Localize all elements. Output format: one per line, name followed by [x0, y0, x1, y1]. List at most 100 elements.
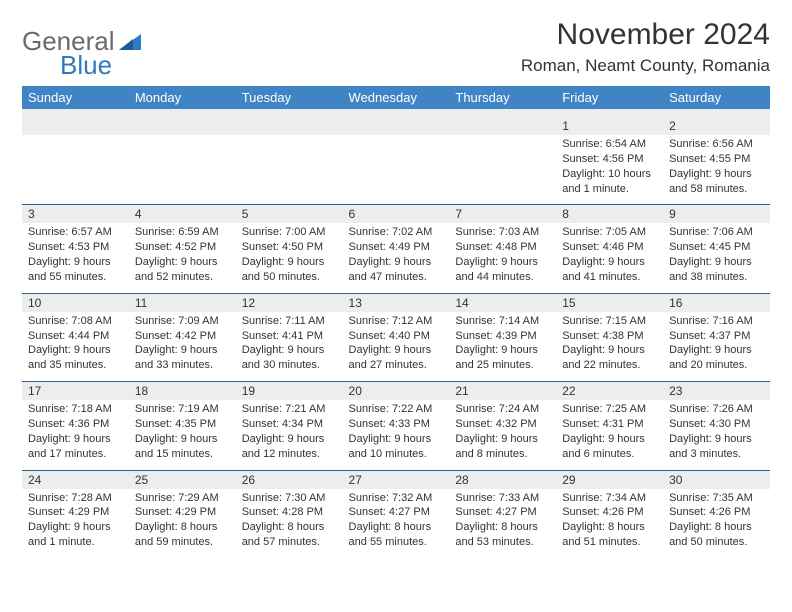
day-text-line: Daylight: 9 hours [28, 255, 123, 270]
day-text-line: Daylight: 8 hours [135, 520, 230, 535]
day-text-cell: Sunrise: 7:15 AMSunset: 4:38 PMDaylight:… [556, 312, 663, 382]
day-number-cell: 24 [22, 470, 129, 489]
day-text-line: Sunrise: 7:14 AM [455, 314, 550, 329]
day-text-line: Sunrise: 6:57 AM [28, 225, 123, 240]
daynum-row: 3456789 [22, 205, 770, 224]
day-text-line: Sunrise: 7:18 AM [28, 402, 123, 417]
day-number-cell: 18 [129, 382, 236, 401]
day-text-cell: Sunrise: 7:32 AMSunset: 4:27 PMDaylight:… [343, 489, 450, 558]
day-text-line: and 30 minutes. [242, 358, 337, 373]
day-number-cell: 30 [663, 470, 770, 489]
day-text-cell: Sunrise: 7:21 AMSunset: 4:34 PMDaylight:… [236, 400, 343, 470]
day-text-line: Sunset: 4:46 PM [562, 240, 657, 255]
day-text-line: Sunset: 4:52 PM [135, 240, 230, 255]
day-text-line: Sunrise: 7:22 AM [349, 402, 444, 417]
day-text-line: Sunrise: 6:56 AM [669, 137, 764, 152]
day-text-cell [22, 135, 129, 205]
day-text-line: Sunset: 4:27 PM [349, 505, 444, 520]
day-text-line: Sunset: 4:45 PM [669, 240, 764, 255]
day-text-cell [236, 135, 343, 205]
day-number-cell: 7 [449, 205, 556, 224]
day-number-cell: 6 [343, 205, 450, 224]
day-number-cell: 5 [236, 205, 343, 224]
day-text-cell: Sunrise: 7:05 AMSunset: 4:46 PMDaylight:… [556, 223, 663, 293]
day-text-line: Daylight: 8 hours [349, 520, 444, 535]
day-text-line: Sunrise: 7:03 AM [455, 225, 550, 240]
day-text-line: Sunrise: 7:26 AM [669, 402, 764, 417]
day-text-cell: Sunrise: 7:34 AMSunset: 4:26 PMDaylight:… [556, 489, 663, 558]
day-text-cell: Sunrise: 7:16 AMSunset: 4:37 PMDaylight:… [663, 312, 770, 382]
weekday-header: Saturday [663, 86, 770, 109]
weekday-header: Monday [129, 86, 236, 109]
day-text-row: Sunrise: 7:08 AMSunset: 4:44 PM Daylight:… [22, 312, 770, 382]
day-text-line: and 55 minutes. [349, 535, 444, 550]
day-text-line: and 33 minutes. [135, 358, 230, 373]
day-text-line: Daylight: 9 hours [242, 343, 337, 358]
day-text-cell: Sunrise: 7:19 AMSunset: 4:35 PMDaylight:… [129, 400, 236, 470]
day-text-row: Sunrise: 6:54 AMSunset: 4:56 PMDaylight:… [22, 135, 770, 205]
day-text-cell: Sunrise: 7:14 AMSunset: 4:39 PMDaylight:… [449, 312, 556, 382]
day-text-line: Sunrise: 7:08 AM [28, 314, 123, 329]
logo-triangle-icon [119, 26, 141, 57]
day-text-line: Sunset: 4:38 PM [562, 329, 657, 344]
day-number-cell: 28 [449, 470, 556, 489]
day-text-line: Sunrise: 6:59 AM [135, 225, 230, 240]
day-number-cell: 14 [449, 293, 556, 312]
day-text-line: and 15 minutes. [135, 447, 230, 462]
day-text-line: Sunset: 4:29 PM [135, 505, 230, 520]
day-text-line: Sunrise: 7:02 AM [349, 225, 444, 240]
day-text-line: and 25 minutes. [455, 358, 550, 373]
day-text-cell [343, 135, 450, 205]
spacer [22, 109, 770, 117]
day-text-line: and 22 minutes. [562, 358, 657, 373]
day-text-line: and 52 minutes. [135, 270, 230, 285]
day-text-line: Daylight: 9 hours [562, 343, 657, 358]
day-number-cell: 29 [556, 470, 663, 489]
day-number-cell: 17 [22, 382, 129, 401]
daynum-row: 17181920212223 [22, 382, 770, 401]
day-text-line: Sunrise: 7:16 AM [669, 314, 764, 329]
day-text-line: Sunset: 4:44 PM [28, 329, 123, 344]
day-text-cell: Sunrise: 7:22 AMSunset: 4:33 PMDaylight:… [343, 400, 450, 470]
day-text-line: and 1 minute. [562, 182, 657, 197]
day-text-line: Sunrise: 7:29 AM [135, 491, 230, 506]
day-text-cell: Sunrise: 7:02 AMSunset: 4:49 PMDaylight:… [343, 223, 450, 293]
day-text-line: Sunset: 4:55 PM [669, 152, 764, 167]
day-text-line: Sunset: 4:36 PM [28, 417, 123, 432]
day-text-line: and 58 minutes. [669, 182, 764, 197]
day-number-cell: 11 [129, 293, 236, 312]
day-text-cell: Sunrise: 7:28 AMSunset: 4:29 PMDaylight:… [22, 489, 129, 558]
day-text-line: Sunset: 4:32 PM [455, 417, 550, 432]
day-text-row: Sunrise: 6:57 AMSunset: 4:53 PMDaylight:… [22, 223, 770, 293]
day-text-line: and 12 minutes. [242, 447, 337, 462]
day-number-cell: 20 [343, 382, 450, 401]
day-text-line: and 50 minutes. [242, 270, 337, 285]
day-text-line: Sunrise: 7:28 AM [28, 491, 123, 506]
day-number-cell: 1 [556, 117, 663, 135]
day-number-cell [236, 117, 343, 135]
day-text-line: Daylight: 9 hours [669, 432, 764, 447]
day-text-line: Sunset: 4:49 PM [349, 240, 444, 255]
day-text-line: Sunrise: 7:09 AM [135, 314, 230, 329]
day-number-cell: 2 [663, 117, 770, 135]
header: General November 2024 Roman, Neamt Count… [22, 18, 770, 80]
title-block: November 2024 Roman, Neamt County, Roman… [521, 18, 770, 80]
day-text-line: Sunrise: 7:11 AM [242, 314, 337, 329]
day-text-line: Daylight: 9 hours [135, 343, 230, 358]
day-text-cell: Sunrise: 6:57 AMSunset: 4:53 PMDaylight:… [22, 223, 129, 293]
day-text-cell: Sunrise: 7:12 AMSunset: 4:40 PMDaylight:… [343, 312, 450, 382]
logo-text-blue: Blue [60, 50, 112, 81]
day-text-line: Sunrise: 7:21 AM [242, 402, 337, 417]
day-number-cell: 9 [663, 205, 770, 224]
day-text-line: Sunset: 4:27 PM [455, 505, 550, 520]
title-month: November 2024 [521, 18, 770, 52]
day-text-line: Sunrise: 7:06 AM [669, 225, 764, 240]
calendar-table: Sunday Monday Tuesday Wednesday Thursday… [22, 86, 770, 558]
day-number-cell [449, 117, 556, 135]
day-text-cell: Sunrise: 6:59 AMSunset: 4:52 PMDaylight:… [129, 223, 236, 293]
day-number-cell: 27 [343, 470, 450, 489]
day-text-line: and 20 minutes. [669, 358, 764, 373]
day-text-line: and 41 minutes. [562, 270, 657, 285]
day-text-cell: Sunrise: 7:06 AMSunset: 4:45 PMDaylight:… [663, 223, 770, 293]
weekday-header: Sunday [22, 86, 129, 109]
